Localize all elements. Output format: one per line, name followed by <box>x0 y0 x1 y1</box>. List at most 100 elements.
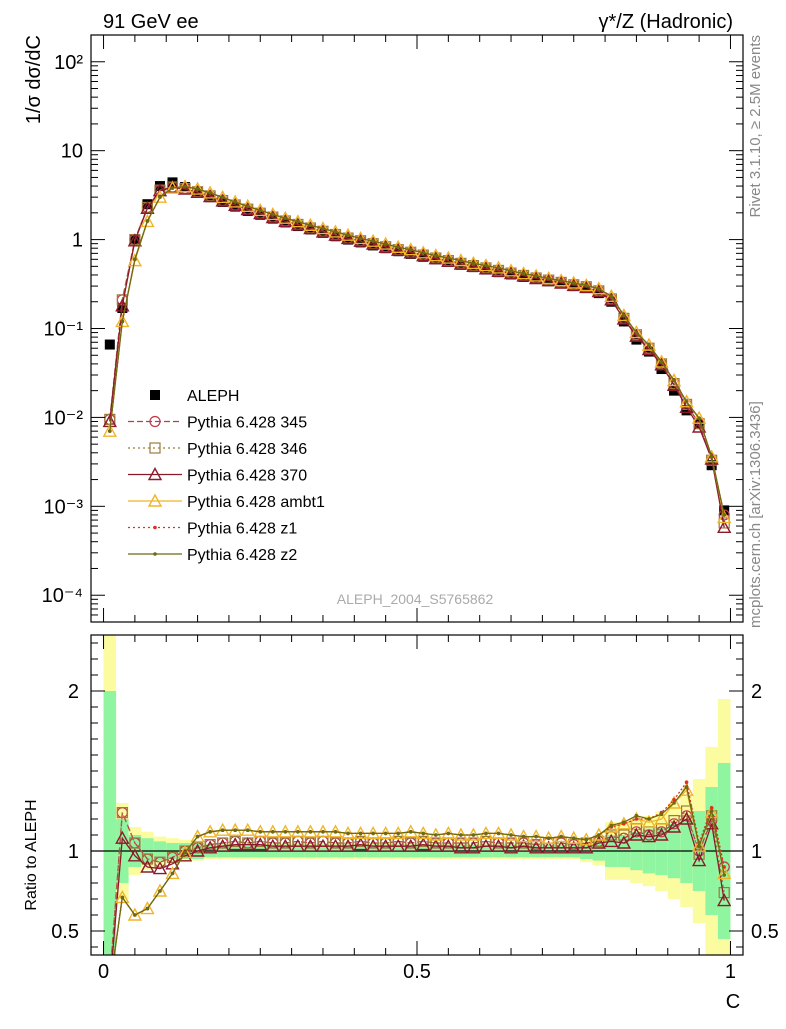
ratio-point-p370 <box>202 840 218 854</box>
main-point-ambt1 <box>177 179 193 193</box>
main-point-p370 <box>416 248 431 262</box>
main-point-p370 <box>340 230 356 245</box>
ratio-point-p370 <box>591 835 606 849</box>
legend-label: Pythia 6.428 z2 <box>187 547 297 564</box>
legend-label: Pythia 6.428 370 <box>187 468 307 485</box>
main-point-z2 <box>521 271 526 276</box>
ratio-point-p346 <box>267 837 279 849</box>
ratio-point-z2 <box>321 830 325 834</box>
ratio-point-z2 <box>183 850 187 855</box>
aleph-data-point <box>468 262 479 273</box>
main-point-p370 <box>717 519 732 534</box>
legend-marker-ambt1 <box>147 493 163 507</box>
ratio-point-z2 <box>333 830 338 834</box>
main-point-p370 <box>516 268 531 282</box>
ratio-point-p346 <box>530 838 542 851</box>
main-point-z2 <box>546 276 551 281</box>
main-point-p370 <box>365 236 381 250</box>
ratio-point-ambt1 <box>641 814 657 828</box>
ratio-point-z2 <box>634 814 639 818</box>
main-point-p370 <box>391 242 406 256</box>
main-point-p370 <box>253 206 268 220</box>
ratio-point-p346 <box>405 837 417 849</box>
legend-label: Pythia 6.428 ambt1 <box>187 494 325 511</box>
main-point-p370 <box>328 227 343 241</box>
ratio-point-p370 <box>466 840 481 854</box>
main-point-p370 <box>290 217 306 231</box>
ratio-point-p370 <box>503 840 519 854</box>
ratio-point-p370 <box>666 819 682 833</box>
ratio-line-p370 <box>111 817 725 955</box>
main-point-z2 <box>333 230 338 234</box>
ratio-point-p370 <box>641 829 657 843</box>
ratio-point-p370 <box>177 848 193 862</box>
ratio-point-p370 <box>127 848 143 862</box>
main-point-z2 <box>622 313 626 318</box>
ratio-point-z2 <box>371 831 375 836</box>
ratio-point-p370 <box>365 838 381 852</box>
legend-entry: Pythia 6.428 345 <box>128 415 307 432</box>
ratio-point-z2 <box>434 833 438 837</box>
main-point-ambt1 <box>152 189 168 203</box>
ratio-point-p346 <box>129 837 141 849</box>
main-point-p370 <box>491 263 506 277</box>
ratio-point-z2 <box>308 830 313 834</box>
main-point-ambt1 <box>616 308 632 322</box>
ratio-point-ambt1 <box>691 838 707 852</box>
ratio-point-z2 <box>622 820 626 824</box>
site-label: mcplots.cern.ch [arXiv:1306.3436] <box>747 401 764 628</box>
ratio-point-p370 <box>340 838 356 852</box>
ratio-point-p370 <box>253 837 268 851</box>
ratio-point-p346 <box>329 837 342 849</box>
ratio-point-z2 <box>233 828 237 832</box>
x-tick-label: 1 <box>725 961 736 983</box>
ratio-point-p370 <box>616 835 632 849</box>
ratio-point-z2 <box>546 836 551 840</box>
main-point-p370 <box>566 277 581 292</box>
legend-entry: Pythia 6.428 346 <box>128 441 307 458</box>
legend-label: Pythia 6.428 346 <box>187 441 307 458</box>
main-plot-area: 10⁻⁴ 10⁻³ 10⁻² 10⁻¹ 1 10 10² <box>42 34 744 623</box>
main-point-z2 <box>383 242 388 246</box>
ratio-point-p370 <box>679 811 694 825</box>
main-point-p370 <box>579 279 594 294</box>
main-point-z2 <box>258 208 263 213</box>
ratio-y-tick-label-right: 1 <box>751 841 762 863</box>
ratio-point-z2 <box>709 809 714 813</box>
ratio-point-ambt1 <box>717 865 732 880</box>
aleph-data-point <box>681 405 692 416</box>
x-axis-label: C <box>726 991 740 1013</box>
main-point-ambt1 <box>679 394 694 408</box>
ratio-point-z2 <box>158 889 162 893</box>
main-point-p370 <box>353 233 368 247</box>
ratio-point-ambt1 <box>679 782 694 796</box>
ratio-point-z2 <box>597 833 601 837</box>
ratio-point-z2 <box>258 830 263 834</box>
ratio-point-z2 <box>346 831 350 836</box>
ratio-point-p346 <box>417 835 429 848</box>
main-point-z2 <box>220 195 225 200</box>
ratio-point-z2 <box>609 823 614 828</box>
main-point-z2 <box>296 219 300 224</box>
ratio-point-z2 <box>220 828 225 832</box>
ratio-point-z1 <box>709 806 714 810</box>
ratio-point-ambt1 <box>654 811 669 825</box>
ratio-point-p346 <box>204 838 216 851</box>
ratio-point-z2 <box>283 830 288 834</box>
ratio-point-ambt1 <box>704 805 719 819</box>
main-point-z2 <box>346 233 350 238</box>
main-y-tick-label: 10⁻² <box>44 407 84 429</box>
ratio-point-p370 <box>391 838 406 852</box>
main-point-p370 <box>428 251 443 265</box>
main-point-z2 <box>434 253 438 258</box>
aleph-data-point <box>443 256 454 267</box>
ratio-point-p370 <box>190 843 205 857</box>
main-point-p370 <box>278 213 293 228</box>
main-point-z2 <box>471 261 476 266</box>
aleph-data-point <box>280 217 291 228</box>
ratio-point-z2 <box>496 831 501 836</box>
main-point-p370 <box>616 311 632 325</box>
main-point-z2 <box>609 294 614 299</box>
ratio-point-p346 <box>229 835 241 848</box>
ratio-point-p370 <box>140 859 155 873</box>
